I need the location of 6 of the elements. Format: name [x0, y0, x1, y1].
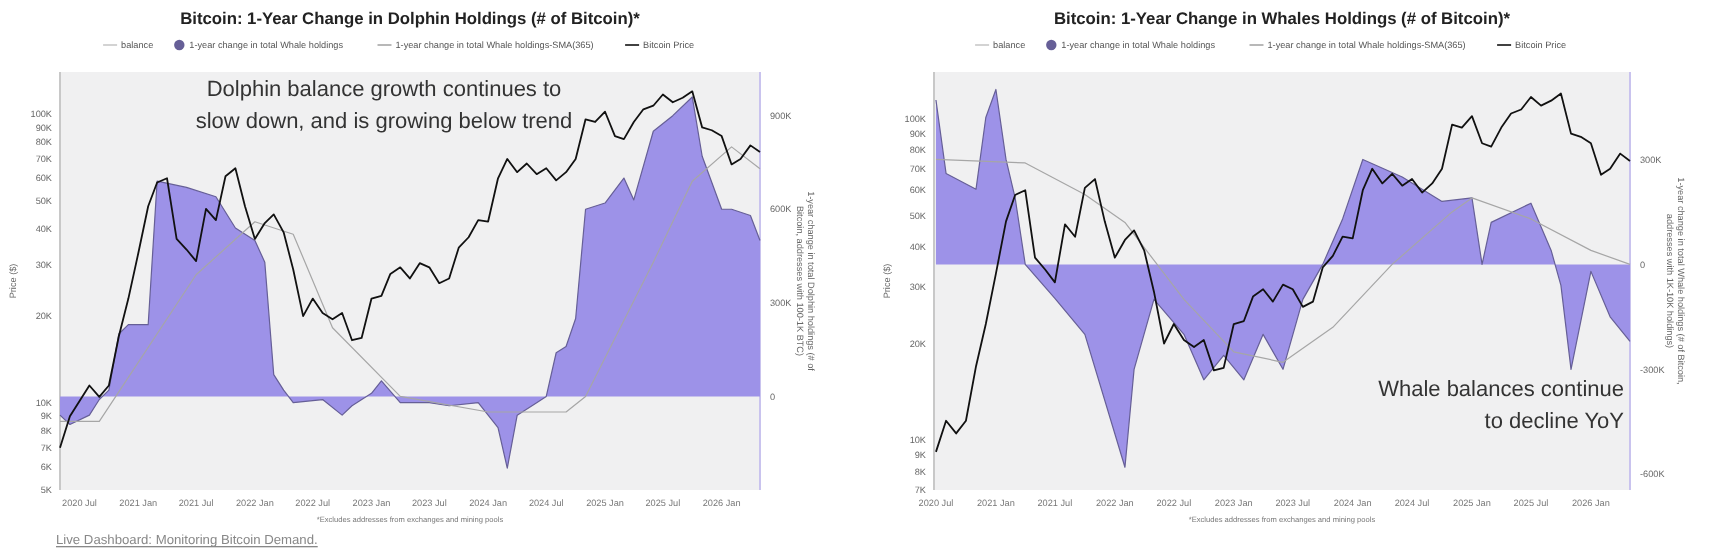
annotation: Dolphin balance growth continues to slow down, and is growing below trend	[195, 78, 573, 134]
chart-title: Bitcoin: 1-Year Change in Whales Holdings (# of Bitcoin)*	[1053, 8, 1512, 28]
annotation: Whale balances continue to decline YoY	[1378, 378, 1626, 434]
chart-title: Bitcoin: 1-Year Change in Dolphin Holdings (# of Bitcoin)*	[180, 8, 642, 28]
line-series	[935, 158, 1631, 363]
line-series	[59, 146, 761, 422]
